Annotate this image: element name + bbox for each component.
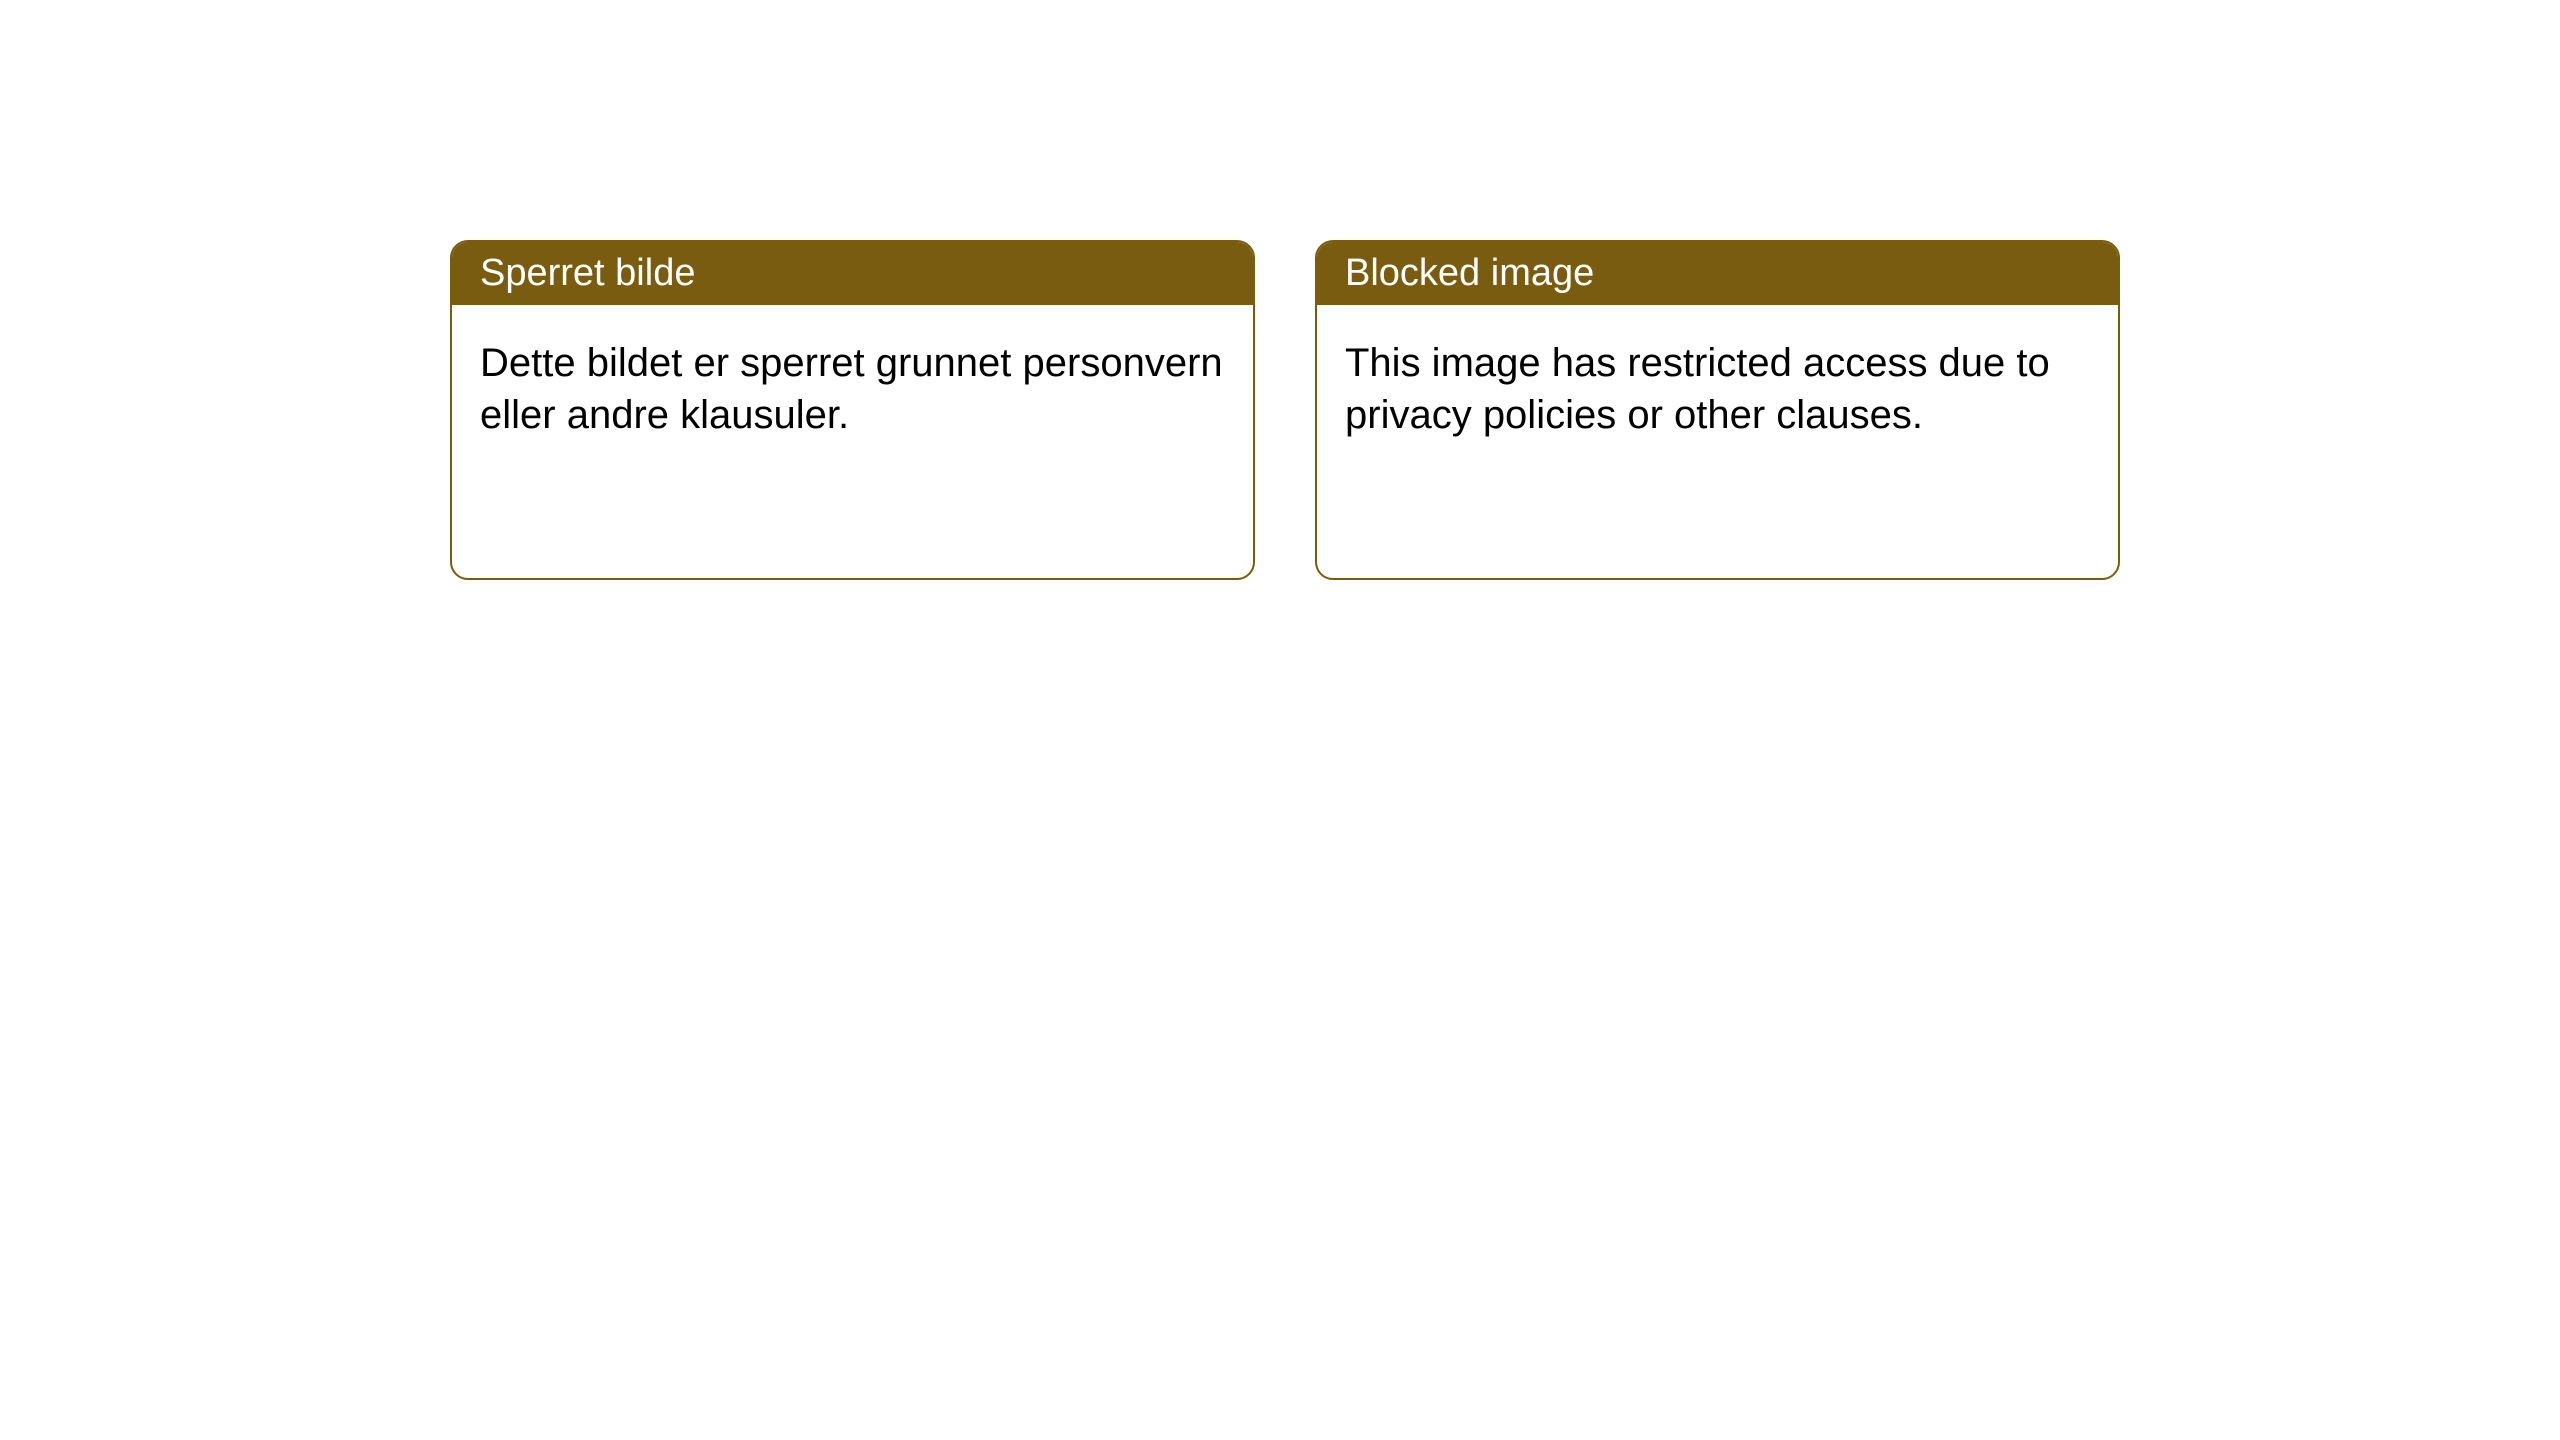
notice-container: Sperret bilde Dette bildet er sperret gr… [0, 0, 2560, 580]
notice-header: Sperret bilde [452, 242, 1253, 305]
notice-body: This image has restricted access due to … [1317, 305, 2118, 473]
notice-header: Blocked image [1317, 242, 2118, 305]
notice-card-norwegian: Sperret bilde Dette bildet er sperret gr… [450, 240, 1255, 580]
notice-body: Dette bildet er sperret grunnet personve… [452, 305, 1253, 473]
notice-card-english: Blocked image This image has restricted … [1315, 240, 2120, 580]
